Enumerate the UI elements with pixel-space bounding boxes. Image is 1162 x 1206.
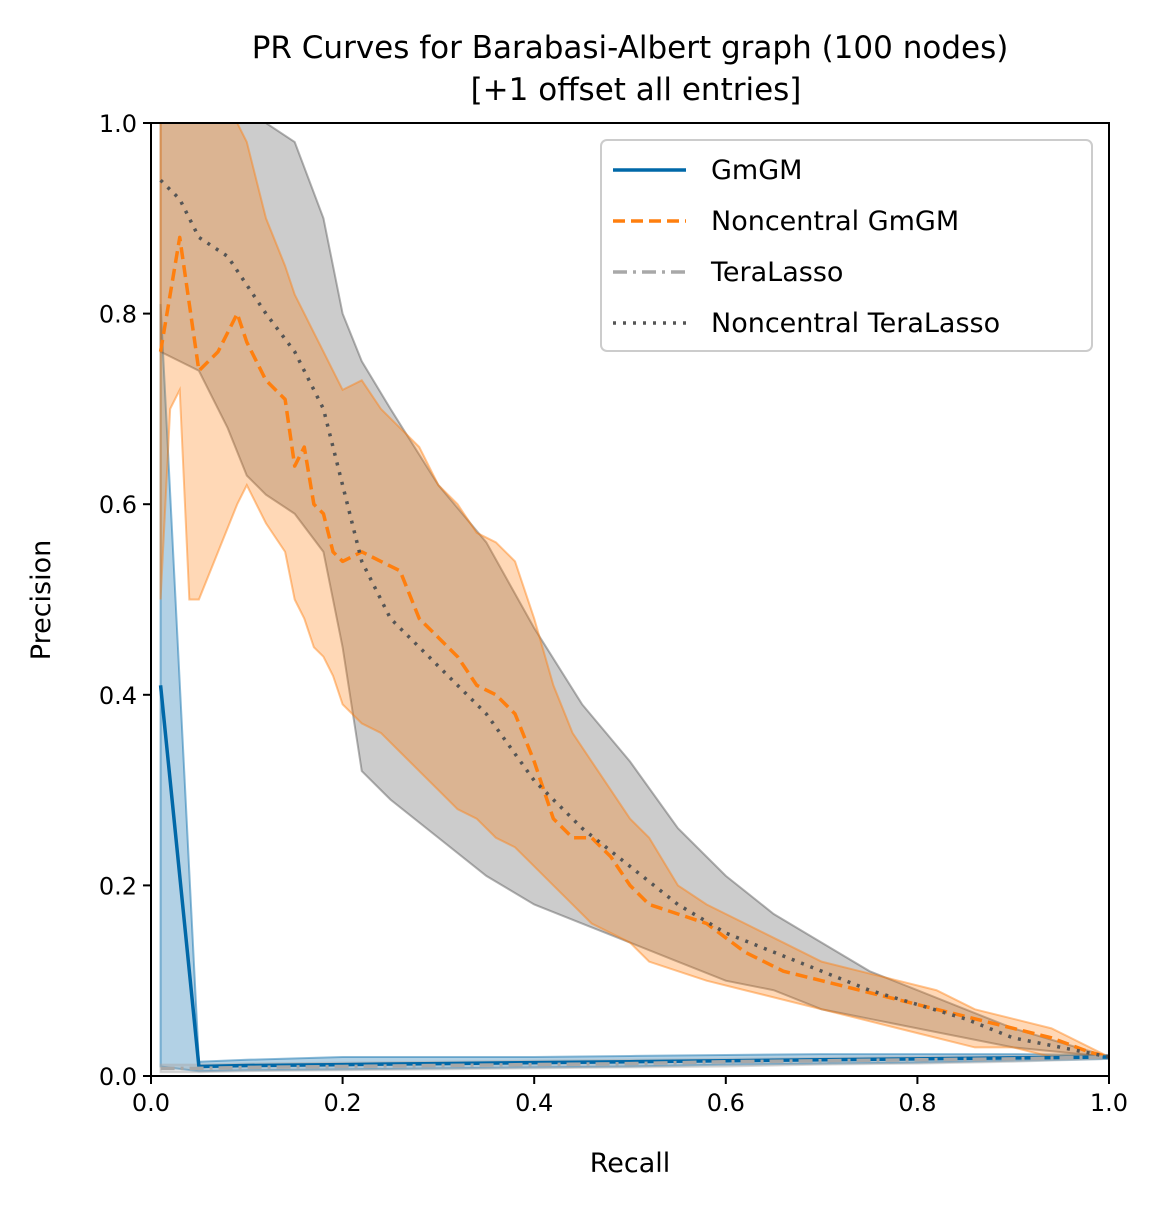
y-tick-label: 0.8 [99,301,137,329]
legend-label-noncentral-teralasso: Noncentral TeraLasso [711,308,1000,339]
x-axis-ticks: 0.0 0.2 0.4 0.6 0.8 1.0 [132,1076,1128,1117]
y-tick-label: 0.0 [99,1063,137,1091]
legend-box [600,139,1093,352]
noncentral-teralasso-line [159,178,1110,1059]
legend-label-noncentral-gmgm: Noncentral GmGM [711,206,959,237]
series-lines [158,178,1110,1071]
y-tick-label: 1.0 [99,110,137,138]
y-axis-label: Precision [26,540,57,660]
x-tick-label: 0.6 [707,1089,745,1117]
x-tick-label: 0.8 [898,1089,936,1117]
noncentral-gmgm-line [158,235,1110,1059]
y-tick-label: 0.4 [99,682,137,710]
y-tick-label: 0.6 [99,491,137,519]
noncentral-teralasso-band [159,122,1110,1058]
chart-subtitle: [+1 offset all entries] [471,72,802,108]
x-tick-label: 0.4 [515,1089,553,1117]
legend-label-teralasso: TeraLasso [710,257,843,288]
legend: GmGM Noncentral GmGM TeraLasso Noncentral T… [600,139,1093,352]
legend-label-gmgm: GmGM [711,155,802,186]
teralasso-line [160,1055,1110,1071]
plot-frame [150,122,1110,1077]
gmgm-line [158,685,1110,1069]
x-tick-label: 0.0 [132,1089,170,1117]
x-tick-label: 0.2 [324,1089,362,1117]
x-axis-label: Recall [590,1148,671,1179]
y-tick-label: 0.2 [99,872,137,900]
y-axis-ticks: 0.0 0.2 0.4 0.6 0.8 1.0 [99,110,151,1091]
chart-title: PR Curves for Barabasi-Albert graph (100… [252,30,1009,66]
x-tick-label: 1.0 [1090,1089,1128,1117]
